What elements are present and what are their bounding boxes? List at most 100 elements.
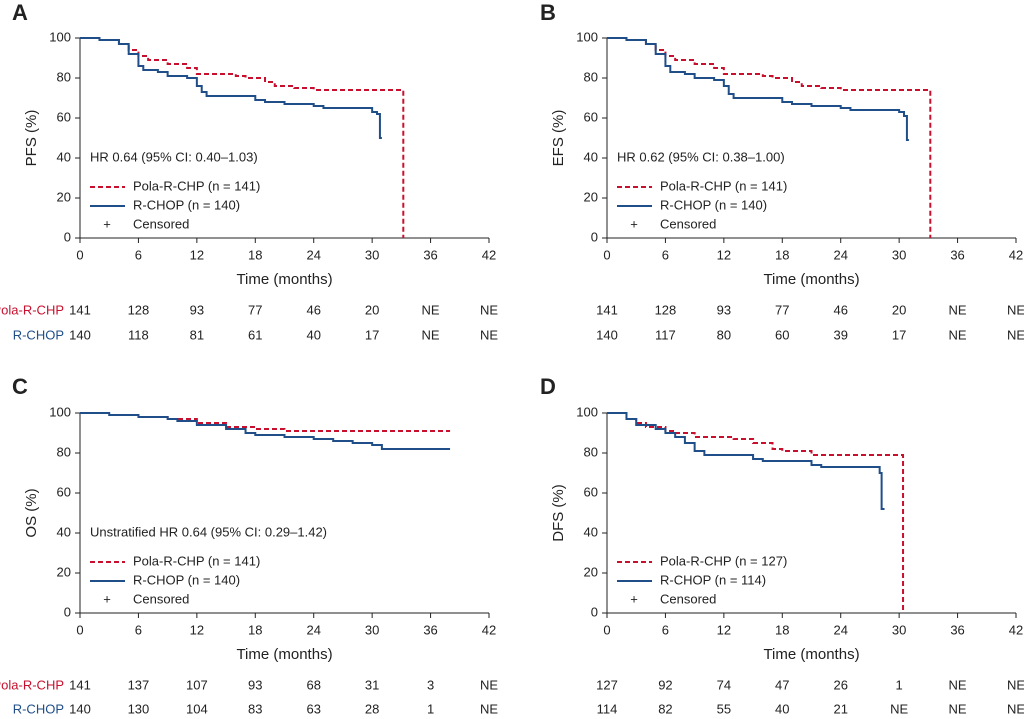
x-tick-label: 36 xyxy=(423,622,437,637)
risk-number: 141 xyxy=(596,302,618,317)
x-axis-label: Time (months) xyxy=(236,646,332,663)
y-tick-label: 40 xyxy=(57,524,71,539)
x-tick-label: 30 xyxy=(365,247,379,262)
risk-number: 141 xyxy=(69,677,91,692)
y-tick-label: 20 xyxy=(57,564,71,579)
risk-number: 28 xyxy=(365,701,379,716)
risk-number: NE xyxy=(949,677,967,692)
x-tick-label: 30 xyxy=(365,622,379,637)
x-tick-label: 12 xyxy=(190,622,204,637)
x-tick-label: 6 xyxy=(662,622,669,637)
x-tick-label: 0 xyxy=(603,247,610,262)
x-tick-label: 36 xyxy=(950,247,964,262)
risk-number: NE xyxy=(480,701,498,716)
x-tick-label: 6 xyxy=(135,622,142,637)
legend-symbol: + xyxy=(103,591,111,606)
risk-number: 68 xyxy=(306,677,320,692)
y-tick-label: 80 xyxy=(57,444,71,459)
legend-label: R-CHOP (n = 140) xyxy=(133,197,240,212)
x-tick-label: 30 xyxy=(892,622,906,637)
x-tick-label: 42 xyxy=(482,247,496,262)
y-tick-label: 100 xyxy=(49,29,71,44)
y-tick-label: 0 xyxy=(591,604,598,619)
risk-number: 117 xyxy=(655,327,676,342)
legend-label: R-CHOP (n = 140) xyxy=(660,197,767,212)
survival-curve xyxy=(80,37,382,139)
x-tick-label: 18 xyxy=(775,622,789,637)
risk-number: 20 xyxy=(892,302,906,317)
risk-number: 118 xyxy=(128,327,149,342)
risk-number: 80 xyxy=(717,327,731,342)
risk-number: 46 xyxy=(833,302,847,317)
risk-number: 31 xyxy=(365,677,379,692)
x-tick-label: 30 xyxy=(892,247,906,262)
risk-number: NE xyxy=(949,327,967,342)
survival-curve xyxy=(607,37,932,238)
x-tick-label: 24 xyxy=(833,247,847,262)
risk-number: NE xyxy=(1007,677,1024,692)
panel-letter: D xyxy=(540,374,556,399)
y-tick-label: 60 xyxy=(57,484,71,499)
x-tick-label: 42 xyxy=(1009,622,1023,637)
annotation: Unstratified HR 0.64 (95% CI: 0.29–1.42) xyxy=(90,524,327,539)
legend-label: Censored xyxy=(133,591,189,606)
survival-curve xyxy=(607,37,909,141)
risk-number: 81 xyxy=(190,327,204,342)
panel-letter: B xyxy=(540,0,556,25)
x-tick-label: 18 xyxy=(775,247,789,262)
risk-number: NE xyxy=(1007,327,1024,342)
survival-curve xyxy=(80,412,451,450)
legend-symbol: + xyxy=(630,591,638,606)
legend-label: R-CHOP (n = 140) xyxy=(133,572,240,587)
risk-number: 92 xyxy=(658,677,672,692)
x-tick-label: 0 xyxy=(76,622,83,637)
risk-number: 82 xyxy=(658,701,672,716)
risk-number: 21 xyxy=(833,701,847,716)
risk-number: 46 xyxy=(306,302,320,317)
risk-number: 55 xyxy=(717,701,731,716)
legend-label: Pola-R-CHP (n = 141) xyxy=(660,178,787,193)
risk-number: NE xyxy=(480,302,498,317)
y-tick-label: 20 xyxy=(584,564,598,579)
x-axis-label: Time (months) xyxy=(236,271,332,288)
x-tick-label: 6 xyxy=(662,247,669,262)
risk-number: 93 xyxy=(717,302,731,317)
x-axis-label: Time (months) xyxy=(763,271,859,288)
y-axis-label: EFS (%) xyxy=(550,110,567,167)
risk-row-label: Pola-R-CHP xyxy=(0,677,64,692)
y-tick-label: 0 xyxy=(64,604,71,619)
risk-number: 40 xyxy=(775,701,789,716)
x-tick-label: 6 xyxy=(135,247,142,262)
risk-number: 141 xyxy=(69,302,91,317)
risk-number: NE xyxy=(949,701,967,716)
risk-number: 104 xyxy=(186,701,208,716)
risk-number: 93 xyxy=(190,302,204,317)
legend-label: Censored xyxy=(133,216,189,231)
risk-number: 130 xyxy=(128,701,150,716)
y-tick-label: 100 xyxy=(576,404,598,419)
y-tick-label: 80 xyxy=(584,69,598,84)
risk-number: 47 xyxy=(775,677,789,692)
y-tick-label: 20 xyxy=(584,189,598,204)
legend-label: Censored xyxy=(660,216,716,231)
risk-number: NE xyxy=(949,302,967,317)
y-tick-label: 0 xyxy=(64,229,71,244)
x-tick-label: 24 xyxy=(306,247,320,262)
x-tick-label: 0 xyxy=(603,622,610,637)
legend-label: Pola-R-CHP (n = 141) xyxy=(133,553,260,568)
risk-number: 61 xyxy=(248,327,262,342)
legend-symbol: + xyxy=(103,216,111,231)
risk-number: NE xyxy=(480,677,498,692)
risk-number: 83 xyxy=(248,701,262,716)
risk-number: 128 xyxy=(128,302,150,317)
y-tick-label: 60 xyxy=(584,109,598,124)
legend-label: Pola-R-CHP (n = 127) xyxy=(660,553,787,568)
risk-number: 93 xyxy=(248,677,262,692)
risk-number: 77 xyxy=(775,302,789,317)
y-tick-label: 40 xyxy=(584,524,598,539)
panel-letter: A xyxy=(12,0,28,25)
y-tick-label: 60 xyxy=(57,109,71,124)
y-axis-label: OS (%) xyxy=(23,488,40,537)
y-tick-label: 40 xyxy=(57,149,71,164)
